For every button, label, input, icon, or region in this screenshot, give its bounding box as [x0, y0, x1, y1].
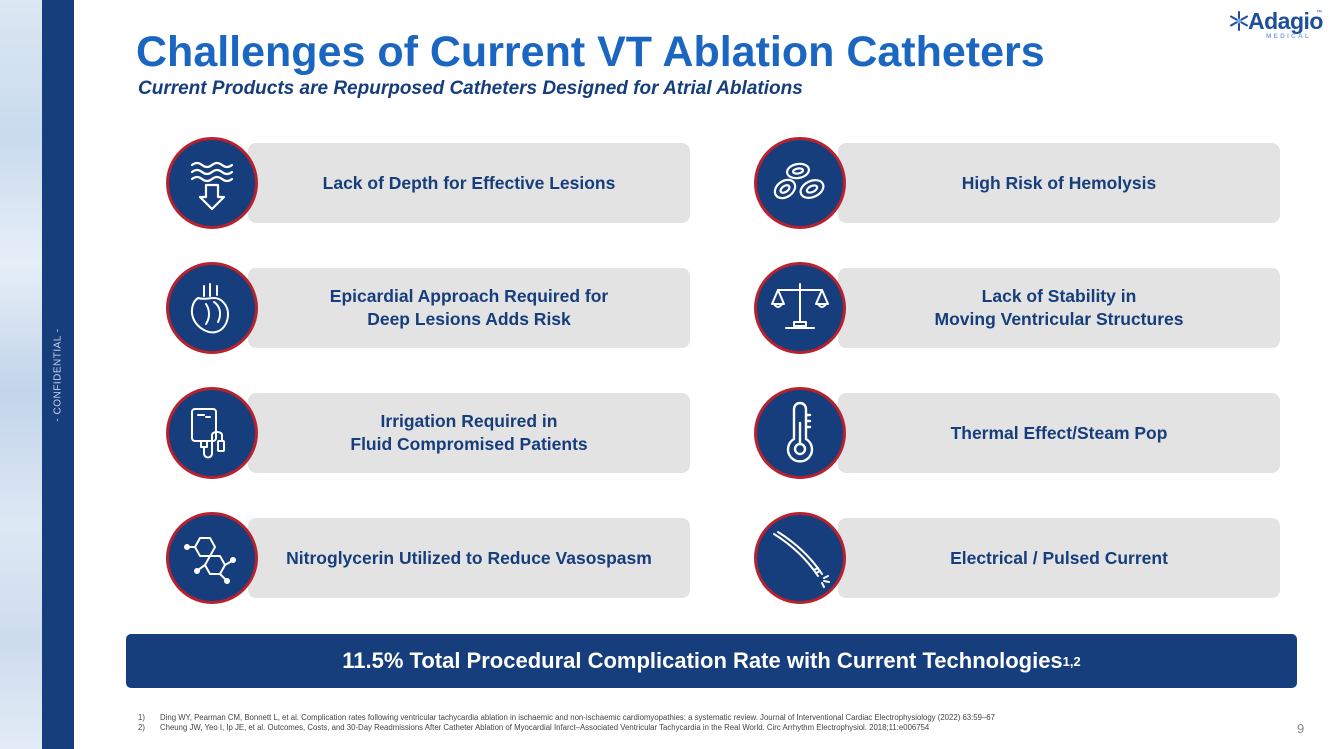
- banner-text: 11.5% Total Procedural Complication Rate…: [342, 648, 1063, 673]
- challenge-card: Lack of Depth for Effective Lesions: [248, 143, 690, 223]
- challenge-card: Irrigation Required in Fluid Compromised…: [248, 393, 690, 473]
- reference-number: 1): [138, 713, 145, 722]
- challenge-label: Nitroglycerin Utilized to Reduce Vasospa…: [286, 547, 652, 568]
- challenge-label: Thermal Effect/Steam Pop: [950, 422, 1168, 443]
- challenge-card: Electrical / Pulsed Current: [838, 518, 1280, 598]
- reference-item: 1) Ding WY, Pearman CM, Bonnett L, et al.…: [138, 713, 995, 723]
- logo-subtext: MEDICAL: [1266, 33, 1312, 40]
- red-blood-cells-icon: [754, 137, 846, 229]
- background-texture: [0, 0, 42, 749]
- molecule-icon: [166, 512, 258, 604]
- challenge-card: High Risk of Hemolysis: [838, 143, 1280, 223]
- confidential-label: - CONFIDENTIAL -: [52, 328, 64, 422]
- challenge-label: High Risk of Hemolysis: [961, 172, 1157, 193]
- challenge-label: Lack of Depth for Effective Lesions: [322, 172, 616, 193]
- reference-item: 2) Cheung JW, Yeo I, Ip JE, et al. Outcom…: [138, 723, 995, 733]
- references: 1) Ding WY, Pearman CM, Bonnett L, et al.…: [138, 713, 995, 733]
- balance-scale-icon: [754, 262, 846, 354]
- page-subtitle: Current Products are Repurposed Catheter…: [138, 78, 803, 99]
- challenge-card: Nitroglycerin Utilized to Reduce Vasospa…: [248, 518, 690, 598]
- adagio-logo: Adagio ™ MEDICAL: [1228, 6, 1328, 40]
- iv-bag-icon: [166, 387, 258, 479]
- reference-text: Cheung JW, Yeo I, Ip JE, et al. Outcomes…: [160, 723, 930, 732]
- left-sidebar: [42, 0, 74, 749]
- logo-trademark: ™: [1316, 10, 1322, 16]
- challenge-card: Lack of Stability in Moving Ventricular …: [838, 268, 1280, 348]
- heart-icon: [166, 262, 258, 354]
- snowflake-icon: [1230, 11, 1248, 31]
- challenge-label: Electrical / Pulsed Current: [950, 547, 1168, 568]
- complication-rate-banner: 11.5% Total Procedural Complication Rate…: [126, 634, 1297, 688]
- banner-superscript: 1,2: [1062, 653, 1081, 669]
- challenge-label: Lack of Stability in Moving Ventricular …: [934, 286, 1184, 329]
- thermometer-icon: [754, 387, 846, 479]
- catheter-icon: [754, 512, 846, 604]
- reference-text: Ding WY, Pearman CM, Bonnett L, et al. C…: [160, 713, 995, 722]
- challenge-card: Thermal Effect/Steam Pop: [838, 393, 1280, 473]
- depth-waves-arrow-icon: [166, 137, 258, 229]
- challenge-label: Irrigation Required in Fluid Compromised…: [350, 411, 588, 454]
- challenge-label: Epicardial Approach Required for Deep Le…: [329, 286, 609, 329]
- reference-number: 2): [138, 723, 145, 732]
- logo-wordmark: Adagio: [1248, 8, 1323, 34]
- page-number: 9: [1297, 721, 1305, 736]
- challenge-card: Epicardial Approach Required for Deep Le…: [248, 268, 690, 348]
- page-title: Challenges of Current VT Ablation Cathet…: [136, 28, 1045, 76]
